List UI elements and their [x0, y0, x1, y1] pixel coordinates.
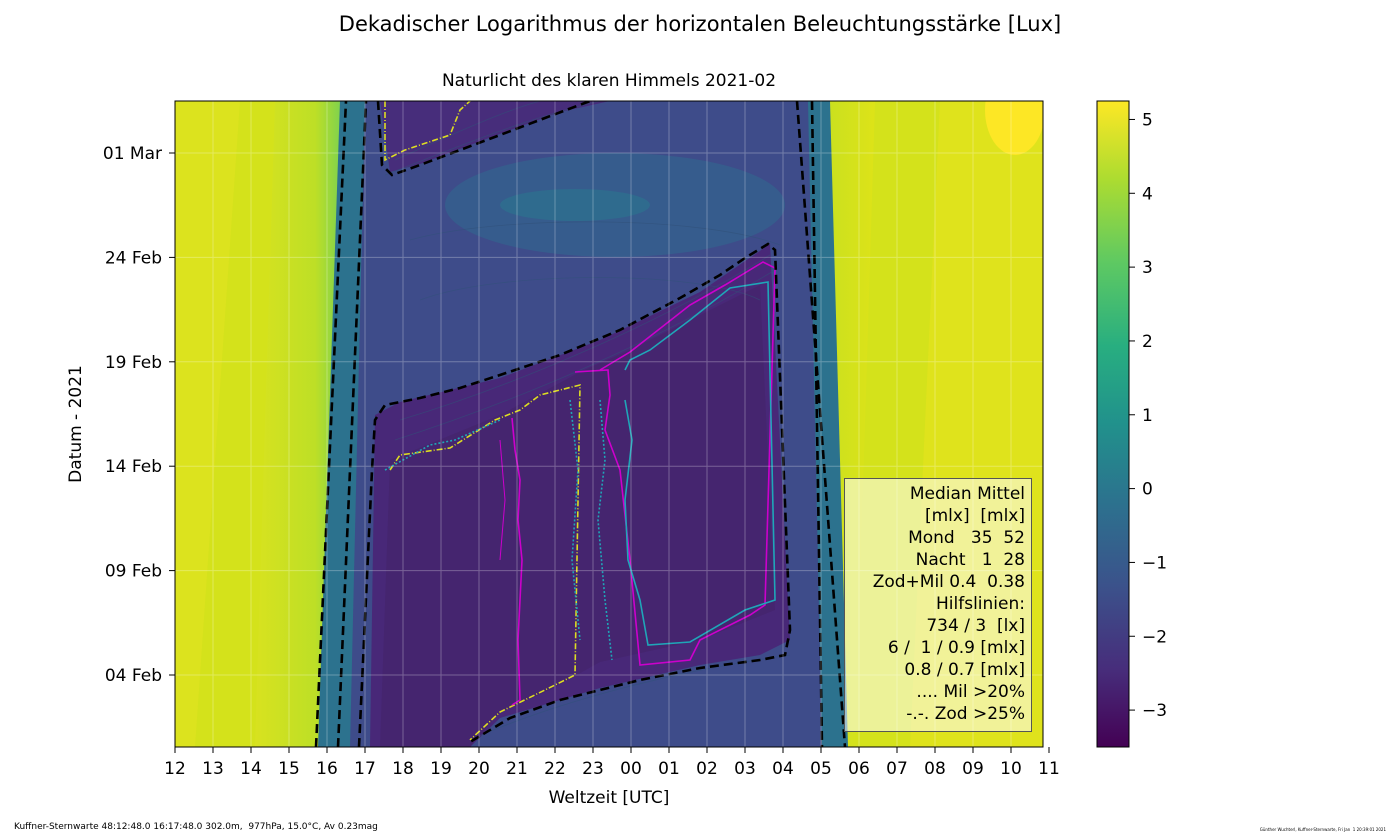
moon-aux-contour: [624, 281, 776, 646]
legend-line: Zod+Mil 0.4 0.38: [872, 572, 1025, 592]
colorbar-tick-label: −3: [1142, 701, 1167, 721]
x-tick-label: 13: [202, 759, 224, 779]
x-tick-label: 19: [430, 759, 452, 779]
x-tick-label: 00: [620, 759, 642, 779]
x-axis-ticks: 12 13 14 15 16 17 18 19 20 21 22 23 00 01 02 03 04 05 06 07…: [164, 747, 1060, 779]
zodiacal-light-contour-top: [384, 101, 471, 162]
x-axis-label: Weltzeit [UTC]: [549, 788, 670, 808]
x-tick-label: 04: [772, 759, 794, 779]
legend-line: .... Mil >20%: [916, 682, 1025, 702]
colorbar-tick-label: −1: [1142, 553, 1167, 573]
x-tick-label: 03: [734, 759, 756, 779]
legend-line: Mond 35 52: [908, 528, 1025, 548]
moon-night-boundary-top: [376, 101, 591, 177]
colorbar-tick-label: 2: [1142, 332, 1153, 352]
x-tick-label: 23: [582, 759, 604, 779]
sunrise-nautical-line: [810, 101, 824, 747]
x-tick-label: 16: [316, 759, 338, 779]
colorbar-tick-label: 4: [1142, 184, 1153, 204]
x-tick-label: 18: [392, 759, 414, 779]
x-tick-label: 11: [1038, 759, 1060, 779]
legend-line: 0.8 / 0.7 [mlx]: [904, 660, 1025, 680]
y-axis-label: Datum - 2021: [66, 365, 86, 483]
y-axis-ticks: 01 Mar 24 Feb 19 Feb 14 Feb 09 Feb 04 Feb: [103, 144, 175, 686]
x-tick-label: 05: [810, 759, 832, 779]
x-tick-label: 14: [240, 759, 262, 779]
x-tick-label: 09: [962, 759, 984, 779]
colorbar-tick-label: 0: [1142, 480, 1153, 500]
colorbar-tick-label: 5: [1142, 110, 1153, 130]
footer-credit: Günther Wuchterl, Kuffner-Sternwarte, Fr…: [1259, 827, 1386, 832]
figure-suptitle: Dekadischer Logarithmus der horizontalen…: [338, 12, 1062, 36]
legend-line: -.-. Zod >25%: [906, 704, 1025, 724]
zodiacal-light-contour: [389, 383, 581, 741]
colorbar: [1096, 100, 1130, 748]
sunrise-civil-line: [795, 101, 847, 747]
x-tick-label: 02: [696, 759, 718, 779]
plot-area: [175, 101, 1043, 747]
colorbar-tick-label: 3: [1142, 258, 1153, 278]
colorbar-tick-label: 1: [1142, 406, 1153, 426]
sunset-nautical-line: [336, 101, 368, 747]
milky-way-contour-2: [569, 399, 581, 641]
x-tick-label: 15: [278, 759, 300, 779]
milky-way-contour-3: [384, 419, 501, 471]
x-tick-label: 21: [506, 759, 528, 779]
y-tick-label: 24 Feb: [105, 248, 162, 268]
y-tick-label: 14 Feb: [105, 457, 162, 477]
moon-threshold-contour-inner: [499, 439, 506, 561]
x-tick-label: 20: [468, 759, 490, 779]
sun-peak-patch: [985, 101, 1043, 155]
moon-threshold-contour-left: [511, 417, 523, 706]
x-tick-label: 10: [1000, 759, 1022, 779]
y-tick-label: 19 Feb: [105, 353, 162, 373]
legend-line: [mlx] [mlx]: [924, 506, 1025, 526]
legend-line: 734 / 3 [lx]: [926, 616, 1025, 636]
x-tick-label: 12: [164, 759, 186, 779]
x-tick-label: 08: [924, 759, 946, 779]
y-tick-label: 01 Mar: [103, 144, 162, 164]
legend-line: Hilfslinien:: [936, 594, 1025, 614]
moon-night-boundary: [357, 242, 792, 747]
x-tick-label: 07: [886, 759, 908, 779]
chart-title: Naturlicht des klaren Himmels 2021-02: [441, 71, 777, 91]
statistics-legend: Median Mittel [mlx] [mlx] Mond 35 52 Nac…: [844, 478, 1032, 732]
moon-threshold-contour-main: [574, 261, 776, 666]
x-tick-label: 01: [658, 759, 680, 779]
x-tick-label: 06: [848, 759, 870, 779]
colorbar-ticks: 5 4 3 2 1 0 −1 −2 −3: [1129, 110, 1167, 721]
evening-night-edge: [350, 101, 392, 747]
aux-contours: [384, 101, 776, 741]
moonlit-peak: [500, 189, 650, 221]
legend-line: Median Mittel: [909, 484, 1025, 504]
dashed-boundaries: [314, 101, 847, 747]
footer-site-info: Kuffner-Sternwarte 48:12:48.0 16:17:48.0…: [14, 822, 378, 832]
plot-frame: [174, 100, 1044, 748]
milky-way-contour: [597, 399, 613, 661]
x-tick-label: 17: [354, 759, 376, 779]
y-tick-label: 04 Feb: [105, 666, 162, 686]
sunset-civil-line: [314, 101, 348, 747]
day-bright-band-left: [175, 101, 240, 747]
legend-line: Nacht 1 28: [915, 550, 1025, 570]
x-tick-label: 22: [544, 759, 566, 779]
y-tick-label: 09 Feb: [105, 562, 162, 582]
colorbar-tick-label: −2: [1142, 627, 1167, 647]
legend-line: 6 / 1 / 0.9 [mlx]: [887, 638, 1025, 658]
